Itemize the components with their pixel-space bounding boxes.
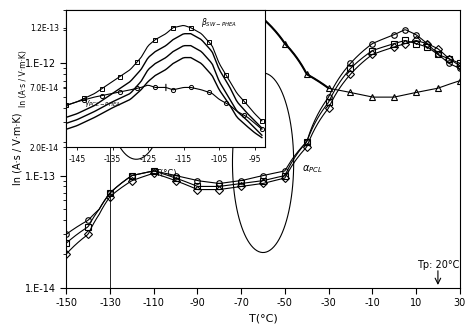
Y-axis label: ln (A·s / V·m·K): ln (A·s / V·m·K) xyxy=(19,50,28,107)
Text: $\alpha_{PCL}$: $\alpha_{PCL}$ xyxy=(302,163,323,175)
Text: Tp: 20°C: Tp: 20°C xyxy=(417,260,459,270)
X-axis label: T(°C): T(°C) xyxy=(249,314,277,324)
Text: $\gamma_{PCL-PHEA}$: $\gamma_{PCL-PHEA}$ xyxy=(84,98,121,109)
Y-axis label: ln (A·s / V·m·K): ln (A·s / V·m·K) xyxy=(12,112,22,185)
Text: $\beta_{SW-PHEA}$: $\beta_{SW-PHEA}$ xyxy=(201,16,237,29)
Text: $\beta_{SW-PHEA}$: $\beta_{SW-PHEA}$ xyxy=(137,34,182,48)
X-axis label: T(°C): T(°C) xyxy=(155,169,177,178)
